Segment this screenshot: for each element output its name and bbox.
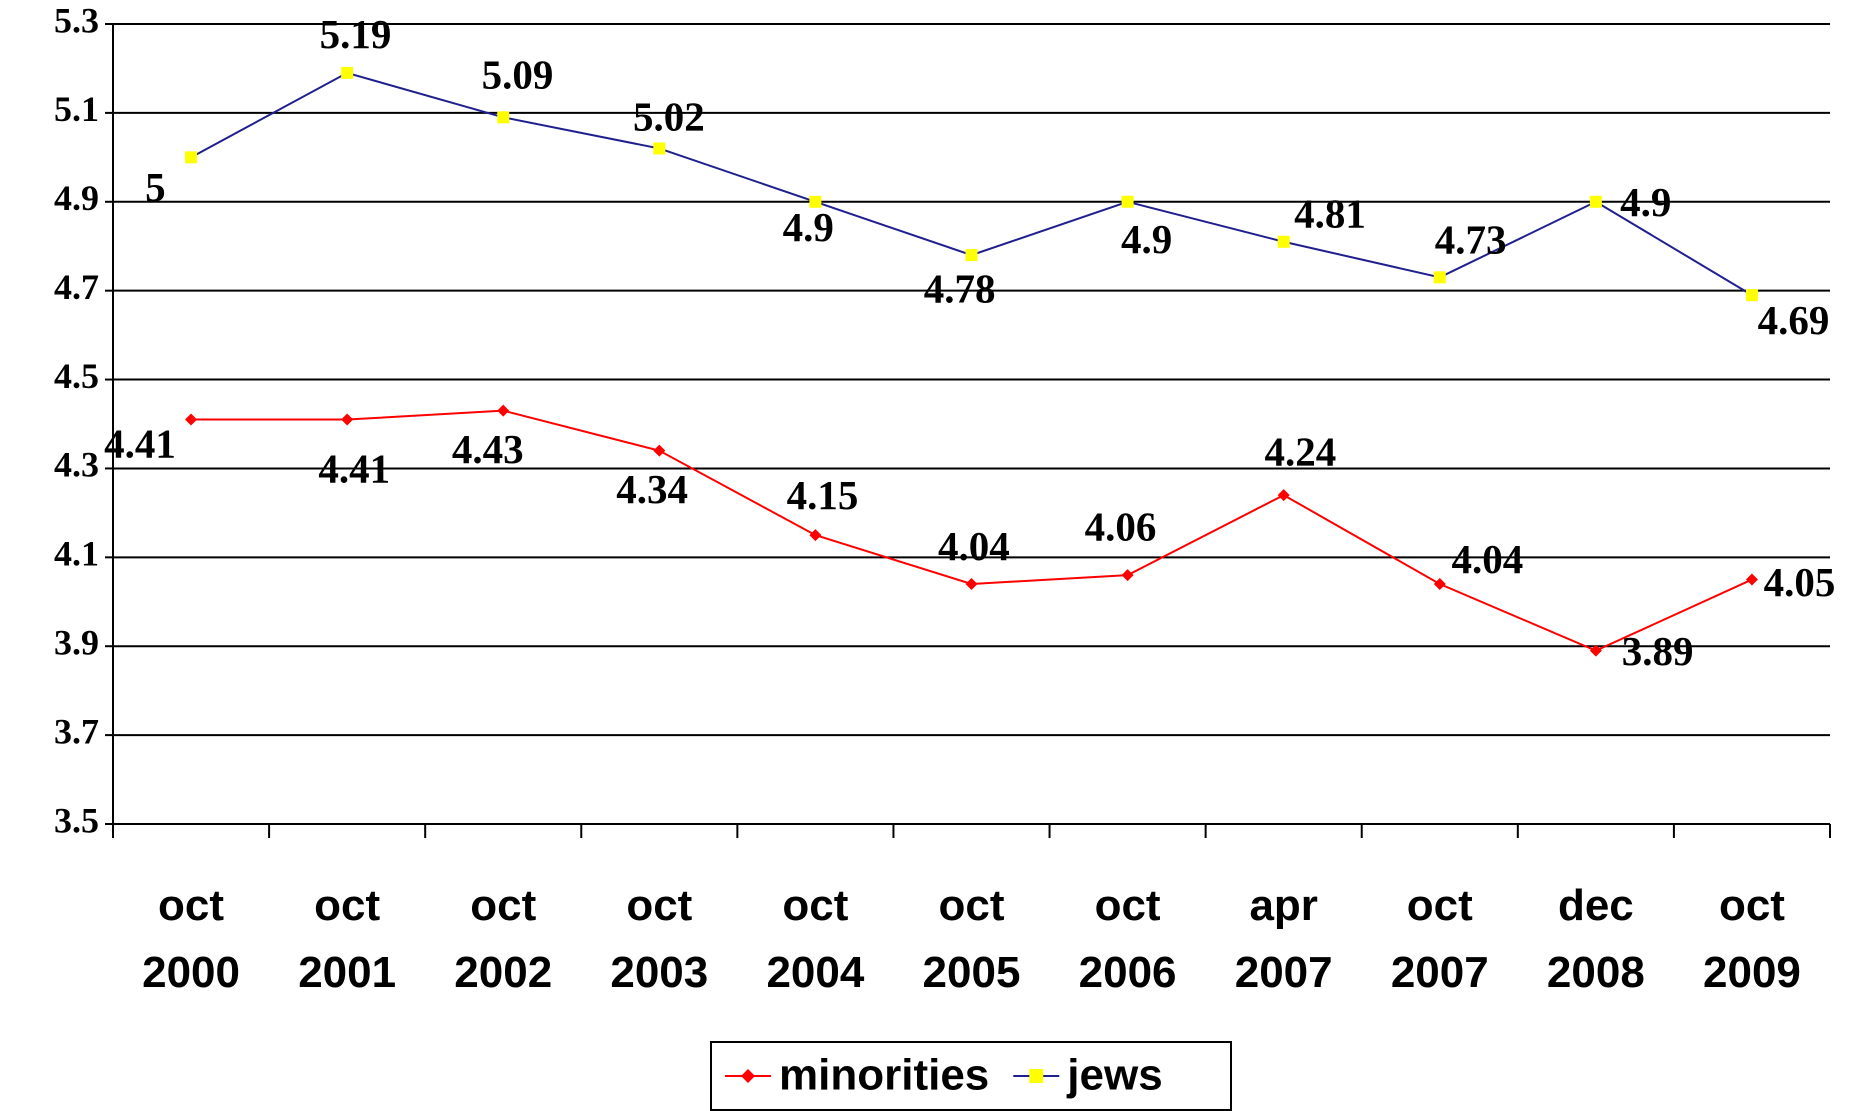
- y-tick-label: 4.5: [54, 356, 99, 396]
- marker: [965, 249, 978, 262]
- data-label: 4.06: [1085, 504, 1157, 550]
- x-tick-label-line: oct: [314, 881, 380, 930]
- marker: [1029, 1069, 1044, 1083]
- data-label: 4.78: [924, 266, 996, 312]
- data-label: 5.02: [633, 94, 705, 140]
- marker: [741, 1069, 755, 1083]
- x-tick-label: oct 2000: [142, 881, 240, 997]
- marker: [965, 578, 978, 590]
- series-line: [190, 71, 1753, 296]
- y-tick-label: 4.1: [54, 534, 99, 574]
- data-label: 4.41: [104, 420, 176, 466]
- x-tick-label-line: 2009: [1703, 948, 1801, 997]
- y-tick-label: 3.7: [54, 711, 99, 751]
- data-label: 4.73: [1435, 216, 1507, 262]
- marker: [1589, 644, 1602, 657]
- y-tick-label: 5.1: [54, 89, 99, 129]
- marker: [185, 413, 198, 426]
- legend-label: minorities: [779, 1051, 989, 1100]
- data-label: 4.04: [1451, 536, 1523, 582]
- x-tick-label: oct 2002: [454, 881, 552, 997]
- data-label: 5: [145, 164, 166, 210]
- marker: [497, 404, 510, 417]
- data-label: 4.34: [616, 466, 688, 512]
- data-label: 4.41: [318, 445, 390, 491]
- data-label: 4.04: [938, 523, 1010, 569]
- x-tick-label-line: 2004: [766, 948, 864, 997]
- legend-box: [710, 1041, 1232, 1111]
- marker: [1277, 235, 1290, 248]
- x-tick-label-line: 2005: [923, 948, 1021, 997]
- x-tick-label: oct 2003: [610, 881, 708, 997]
- data-label: 4.24: [1264, 428, 1336, 474]
- x-tick-label: dec 2008: [1547, 881, 1645, 997]
- x-tick-label-line: 2003: [610, 948, 708, 997]
- y-tick-label: 4.7: [54, 267, 99, 307]
- y-tick-label: 4.9: [54, 178, 99, 218]
- marker: [341, 66, 354, 79]
- y-tick-label: 5.3: [54, 0, 99, 40]
- data-label: 4.9: [1620, 179, 1671, 225]
- x-tick-label: oct 2001: [298, 881, 396, 997]
- x-tick-label-line: oct: [1407, 881, 1473, 930]
- marker: [497, 111, 510, 124]
- x-tick-label-line: oct: [1719, 881, 1785, 930]
- data-label: 4.05: [1764, 559, 1836, 605]
- marker: [1121, 195, 1134, 208]
- x-tick-label-line: 2007: [1235, 948, 1333, 997]
- marker: [1433, 271, 1446, 284]
- marker: [1277, 489, 1290, 502]
- marker: [809, 195, 822, 208]
- x-tick-label-line: 2006: [1079, 948, 1177, 997]
- x-tick-label-line: dec: [1558, 881, 1634, 930]
- marker: [341, 413, 354, 426]
- x-tick-label: oct 2007: [1391, 881, 1489, 997]
- x-tick-label: oct 2004: [766, 881, 864, 997]
- x-tick-label-line: oct: [782, 881, 848, 930]
- data-label: 5.09: [482, 52, 554, 98]
- x-tick-label: oct 2009: [1703, 881, 1801, 997]
- data-label: 3.89: [1622, 628, 1694, 674]
- x-tick-label-line: 2002: [454, 948, 552, 997]
- marker: [1433, 578, 1446, 590]
- x-tick-label-line: 2000: [142, 948, 240, 997]
- x-tick-label-line: apr: [1249, 881, 1317, 930]
- y-tick-label: 3.9: [54, 622, 99, 662]
- x-tick-label-line: oct: [939, 881, 1005, 930]
- data-label: 4.43: [452, 426, 524, 472]
- marker: [1745, 289, 1758, 302]
- data-label: 4.81: [1294, 190, 1366, 236]
- x-tick-label-line: 2001: [298, 948, 396, 997]
- y-tick-label: 3.5: [54, 800, 99, 840]
- data-label: 4.15: [787, 472, 859, 518]
- x-tick-label-line: oct: [158, 881, 224, 930]
- x-tick-label-line: 2008: [1547, 948, 1645, 997]
- x-tick-label: apr 2007: [1235, 881, 1333, 997]
- data-label: 5.19: [320, 11, 392, 57]
- marker: [185, 151, 198, 164]
- x-tick-label: oct 2005: [923, 881, 1021, 997]
- marker: [1121, 569, 1134, 582]
- x-tick-label-line: 2007: [1391, 948, 1489, 997]
- data-label: 4.69: [1758, 297, 1830, 343]
- data-label: 4.9: [783, 204, 834, 250]
- marker: [653, 142, 666, 155]
- x-tick-label-line: oct: [626, 881, 692, 930]
- y-tick-label: 4.3: [54, 445, 99, 485]
- legend-label: jews: [1066, 1051, 1162, 1100]
- marker: [809, 529, 822, 542]
- x-tick-label: oct 2006: [1079, 881, 1177, 997]
- marker: [1589, 195, 1602, 208]
- marker: [1745, 573, 1758, 586]
- data-label: 4.9: [1121, 216, 1172, 262]
- marker: [653, 444, 666, 457]
- x-tick-label-line: oct: [470, 881, 536, 930]
- x-tick-label-line: oct: [1095, 881, 1161, 930]
